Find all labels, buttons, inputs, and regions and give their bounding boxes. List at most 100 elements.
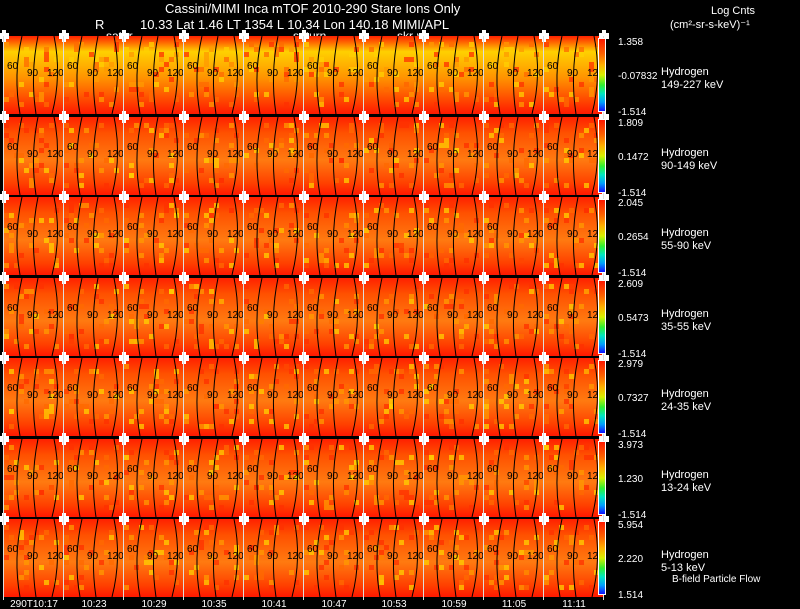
- heatmap-cell: [564, 183, 569, 188]
- pitch-angle-contour: [291, 35, 299, 115]
- heatmap-cell: [434, 102, 439, 107]
- heatmap-cell: [304, 364, 309, 369]
- heatmap-cell: [139, 92, 144, 97]
- heatmap-cell: [329, 404, 334, 409]
- heatmap-cell: [154, 369, 159, 374]
- heatmap-cell: [229, 62, 234, 67]
- contour-label: 120: [587, 471, 604, 482]
- heatmap-cell: [244, 329, 249, 334]
- heatmap-cell: [244, 253, 249, 258]
- heatmap-cell: [484, 379, 489, 384]
- heatmap-cell: [189, 550, 194, 555]
- heatmap-cell: [549, 530, 554, 535]
- heatmap-cell: [374, 495, 379, 500]
- heatmap-cell: [289, 133, 294, 138]
- heatmap-cell: [244, 52, 249, 57]
- heatmap-cell: [199, 67, 204, 72]
- heatmap-cell: [254, 67, 259, 72]
- heatmap-cell: [214, 163, 219, 168]
- heatmap-cell: [449, 304, 454, 309]
- heatmap-cell: [564, 399, 569, 404]
- heatmap-cell: [584, 485, 589, 490]
- pitch-angle-contour: [76, 277, 83, 357]
- time-tick-label: 11:11: [562, 599, 586, 609]
- heatmap-cell: [89, 550, 94, 555]
- heatmap-cell: [409, 92, 414, 97]
- heatmap-cell: [14, 339, 19, 344]
- heatmap-cell: [169, 565, 174, 570]
- heatmap-cell: [39, 414, 44, 419]
- heatmap-cell: [109, 399, 114, 404]
- pitch-angle-contour: [92, 438, 99, 518]
- pitch-angle-contour: [111, 518, 119, 598]
- contour-label: 120: [527, 310, 544, 321]
- heatmap-cell: [24, 62, 29, 67]
- heatmap-cell: [309, 178, 314, 183]
- heatmap-cell: [154, 550, 159, 555]
- heatmap-cell: [29, 470, 34, 475]
- heatmap-cell: [409, 42, 414, 47]
- heatmap-cell: [519, 178, 524, 183]
- heatmap-cell: [459, 228, 464, 233]
- contour-label: 90: [87, 68, 99, 79]
- heatmap-cell: [284, 334, 289, 339]
- heatmap-cell: [279, 475, 284, 480]
- heatmap-cell: [259, 575, 264, 580]
- heatmap-cell: [169, 560, 174, 565]
- heatmap-cell: [464, 565, 469, 570]
- heatmap-cell: [289, 153, 294, 158]
- heatmap-cell: [149, 42, 154, 47]
- heatmap-cell: [344, 490, 349, 495]
- species-energy-label: Hydrogen 149-227 keV: [661, 66, 723, 92]
- heatmap-cell: [199, 424, 204, 429]
- heatmap-cell: [524, 183, 529, 188]
- heatmap-cell: [69, 465, 74, 470]
- heatmap-cell: [9, 213, 14, 218]
- heatmap-cell: [139, 102, 144, 107]
- heatmap-cell: [324, 72, 329, 77]
- heatmap-cell: [274, 248, 279, 253]
- contour-label: 90: [27, 390, 39, 401]
- heatmap-cell: [464, 289, 469, 294]
- heatmap-cell: [104, 480, 109, 485]
- heatmap-cell: [129, 419, 134, 424]
- heatmap-cell: [39, 535, 44, 540]
- contour-label: 60: [7, 303, 19, 314]
- heatmap-cell: [584, 525, 589, 530]
- heatmap-cell: [444, 138, 449, 143]
- heatmap-cell: [209, 339, 214, 344]
- heatmap-cell: [139, 183, 144, 188]
- heatmap-cell: [234, 364, 239, 369]
- heatmap-cell: [484, 404, 489, 409]
- heatmap-cell: [24, 555, 29, 560]
- colorbar-min-value: -1.514: [618, 510, 647, 521]
- heatmap-cell: [474, 253, 479, 258]
- heatmap-cell: [39, 92, 44, 97]
- energy-range-label: 24-35 keV: [661, 401, 712, 413]
- heatmap-cell: [64, 82, 69, 87]
- heatmap-cell: [44, 369, 49, 374]
- energy-range-label: 55-90 keV: [661, 240, 712, 252]
- pitch-angle-contour: [512, 518, 519, 598]
- heatmap-cell: [54, 384, 59, 389]
- pitch-angle-contour: [196, 35, 203, 115]
- contour-label: 120: [47, 229, 64, 240]
- pitch-angle-contour: [376, 357, 383, 437]
- heatmap-cell: [54, 258, 59, 263]
- pitch-angle-contour: [32, 438, 39, 518]
- heatmap-cell: [74, 585, 79, 590]
- heatmap-cell: [104, 319, 109, 324]
- pitch-angle-contour: [531, 357, 539, 437]
- heatmap-cell: [24, 560, 29, 565]
- heatmap-cell: [129, 314, 134, 319]
- heatmap-cell: [304, 485, 309, 490]
- heatmap-cell: [489, 490, 494, 495]
